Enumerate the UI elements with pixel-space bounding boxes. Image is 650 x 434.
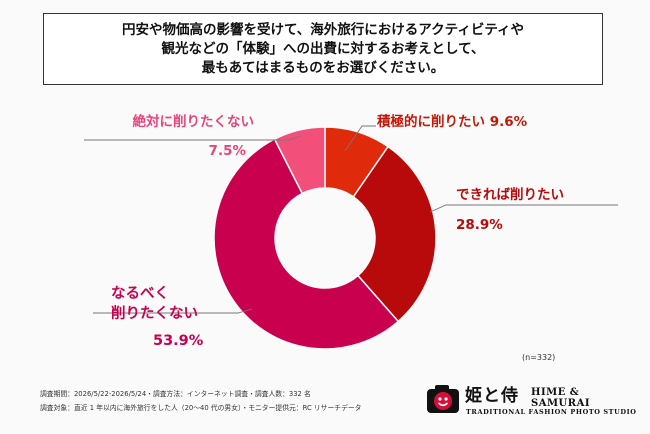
slice-value-3: 53.9%	[153, 333, 204, 349]
donut-slice-3	[213, 138, 400, 350]
leader-line-2	[429, 204, 618, 213]
survey-info: 調査期間：2026/5/22-2026/5/24・調査方法：インターネット調査・…	[40, 387, 361, 415]
camera-icon	[427, 385, 459, 413]
sample-size: (n=332)	[522, 353, 556, 362]
question-box: 円安や物価高の影響を受けて、海外旅行におけるアクティビティや 観光などの「体験」…	[43, 13, 603, 85]
leader-line-4	[84, 135, 302, 141]
logo-brand-ja: 姫と侍	[465, 386, 519, 406]
survey-info-line-1: 調査期間：2026/5/22-2026/5/24・調査方法：インターネット調査・…	[40, 390, 311, 398]
slice-value-2: 28.9%	[456, 217, 503, 233]
slice-label-2: できれば削りたい	[456, 186, 564, 203]
chart-slices	[213, 126, 437, 350]
chart-leader-lines	[84, 125, 618, 314]
slice-label-1: 積極的に削りたい 9.6%	[376, 113, 528, 130]
slice-label-3-line-2: 削りたくない	[111, 304, 198, 322]
brand-logo: 姫と侍 HIME & SAMURAI TRADITIONAL FASHION P…	[425, 380, 640, 422]
slice-label-3-line-1: なるべく	[111, 285, 169, 302]
survey-info-line-2: 調査対象：直近 1 年以内に海外旅行をした人（20～40 代の男女）・モニター提…	[40, 404, 362, 412]
logo-tagline: TRADITIONAL FASHION PHOTO STUDIO	[466, 408, 637, 416]
slice-value-4: 7.5%	[209, 143, 247, 159]
donut-slice-2	[352, 145, 437, 323]
slice-label-4: 絶対に削りたくない	[133, 113, 255, 130]
leader-line-1	[344, 125, 376, 152]
question-text: 円安や物価高の影響を受けて、海外旅行におけるアクティビティや 観光などの「体験」…	[121, 21, 525, 76]
logo-brand-en: HIME & SAMURAI	[531, 387, 591, 409]
donut-slice-4	[273, 126, 326, 195]
leader-line-3	[93, 308, 253, 314]
